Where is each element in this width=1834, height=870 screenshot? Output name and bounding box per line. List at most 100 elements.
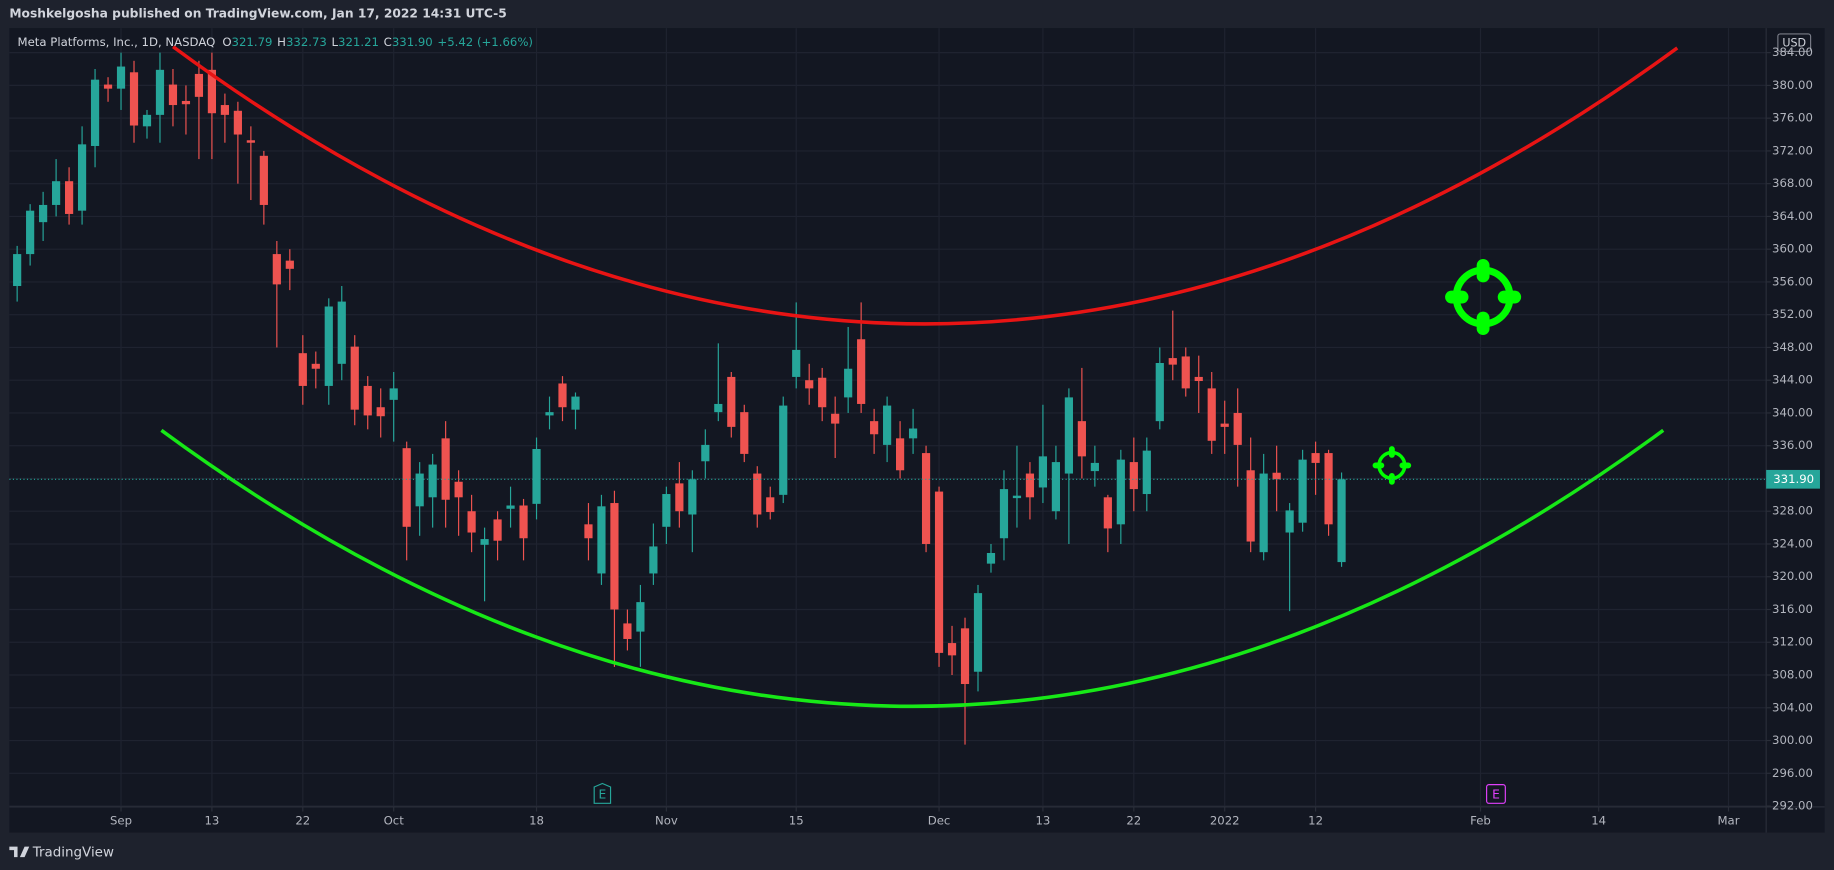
candle-body bbox=[480, 539, 489, 545]
y-tick-label: 324.00 bbox=[1772, 536, 1813, 550]
x-tick-label: Dec bbox=[928, 813, 951, 827]
y-tick-label: 360.00 bbox=[1772, 242, 1813, 256]
candle-body bbox=[129, 72, 139, 126]
candle-body bbox=[220, 105, 229, 115]
legend-field-label: H bbox=[277, 35, 286, 49]
y-tick-label: 320.00 bbox=[1772, 569, 1813, 583]
candle-body bbox=[584, 524, 593, 539]
candle-body bbox=[415, 473, 424, 507]
y-tick-label: 352.00 bbox=[1772, 307, 1813, 321]
currency: USD bbox=[1782, 36, 1806, 49]
candle-body bbox=[1220, 423, 1229, 427]
candle-body bbox=[116, 66, 126, 89]
candle-body bbox=[701, 444, 710, 462]
y-tick-label: 300.00 bbox=[1772, 733, 1813, 747]
candle-body bbox=[285, 260, 294, 269]
candle-body bbox=[52, 181, 61, 205]
candle-body bbox=[714, 403, 723, 413]
y-tick-label: 356.00 bbox=[1772, 274, 1813, 288]
candle-body bbox=[571, 396, 580, 410]
x-tick-label: 14 bbox=[1591, 813, 1606, 827]
candle-body bbox=[493, 519, 502, 541]
candle-body bbox=[908, 428, 918, 439]
candle-body bbox=[1168, 358, 1177, 365]
candle-body bbox=[779, 405, 788, 495]
candle-body bbox=[636, 602, 645, 632]
y-tick-label: 364.00 bbox=[1772, 209, 1813, 223]
legend-field-value: 332.73 bbox=[286, 35, 327, 49]
candle-body bbox=[545, 412, 554, 416]
candle-body bbox=[1259, 473, 1268, 553]
y-tick-label: 368.00 bbox=[1772, 176, 1813, 190]
candle-body bbox=[818, 377, 827, 408]
x-tick-label: 13 bbox=[1035, 813, 1050, 827]
candle-body bbox=[324, 306, 333, 386]
y-tick-label: 340.00 bbox=[1772, 405, 1813, 419]
y-tick-label: 344.00 bbox=[1772, 373, 1813, 387]
candle-body bbox=[233, 110, 242, 135]
x-tick-label: Mar bbox=[1717, 813, 1739, 827]
candle-body bbox=[350, 346, 359, 410]
legend-field-label: O bbox=[222, 35, 231, 49]
candle-body bbox=[13, 254, 22, 287]
candle-body bbox=[960, 628, 970, 685]
candle-body bbox=[688, 479, 697, 515]
candle-body bbox=[934, 491, 944, 653]
candle-body bbox=[610, 503, 619, 610]
candle-body bbox=[402, 448, 411, 527]
candle-body bbox=[896, 438, 905, 471]
candle-body bbox=[597, 506, 606, 574]
candle-body bbox=[376, 407, 385, 417]
target-icon-large bbox=[1445, 259, 1522, 336]
y-tick-label: 380.00 bbox=[1772, 78, 1813, 92]
legend-field-label: C bbox=[384, 35, 392, 49]
x-tick-label: 13 bbox=[204, 813, 219, 827]
candle-body bbox=[623, 623, 632, 639]
legend-change: +5.42 (+1.66%) bbox=[437, 35, 533, 49]
candle-body bbox=[921, 453, 931, 544]
candle-body bbox=[1142, 450, 1151, 495]
x-tick-label: Nov bbox=[655, 813, 678, 827]
y-tick-label: 372.00 bbox=[1772, 143, 1813, 157]
candle-body bbox=[207, 69, 217, 114]
candle-body bbox=[1129, 462, 1138, 490]
candle-body bbox=[155, 69, 165, 115]
candle-body bbox=[441, 438, 450, 500]
legend-field-value: 321.21 bbox=[338, 35, 379, 49]
candle-body bbox=[1337, 479, 1346, 563]
x-tick-label: Oct bbox=[384, 813, 405, 827]
earnings-label: E bbox=[598, 788, 606, 802]
candle-body bbox=[506, 505, 515, 509]
last-price-label: 331.90 bbox=[1773, 472, 1814, 486]
x-tick-label: Feb bbox=[1470, 813, 1491, 827]
y-tick-label: 292.00 bbox=[1772, 799, 1813, 813]
candle-body bbox=[753, 473, 762, 515]
brand: TradingView bbox=[9, 845, 114, 860]
candle-body bbox=[181, 100, 191, 105]
candle-body bbox=[844, 368, 853, 398]
symbol-name: Meta Platforms, Inc., 1D, NASDAQ bbox=[18, 35, 216, 49]
y-tick-label: 308.00 bbox=[1772, 668, 1813, 682]
candle-body bbox=[649, 546, 658, 574]
brand-name: TradingView bbox=[32, 845, 114, 860]
grid bbox=[9, 28, 1767, 807]
candle-body bbox=[1233, 412, 1242, 445]
candle-body bbox=[246, 140, 255, 143]
y-tick-label: 348.00 bbox=[1772, 340, 1813, 354]
candle-body bbox=[870, 421, 879, 435]
x-tick-label: 15 bbox=[789, 813, 804, 827]
candle-body bbox=[77, 144, 87, 211]
candle-body bbox=[1064, 397, 1073, 474]
candle-body bbox=[558, 383, 567, 408]
candle-body bbox=[986, 552, 996, 564]
candle-body bbox=[467, 511, 476, 533]
candle-body bbox=[1181, 356, 1190, 389]
y-tick-label: 296.00 bbox=[1772, 766, 1813, 780]
candle-body bbox=[857, 339, 866, 404]
y-tick-label: 304.00 bbox=[1772, 700, 1813, 714]
candles bbox=[13, 52, 1346, 745]
candle-body bbox=[363, 385, 372, 416]
x-tick-label: 12 bbox=[1308, 813, 1323, 827]
candle-body bbox=[1155, 363, 1164, 422]
